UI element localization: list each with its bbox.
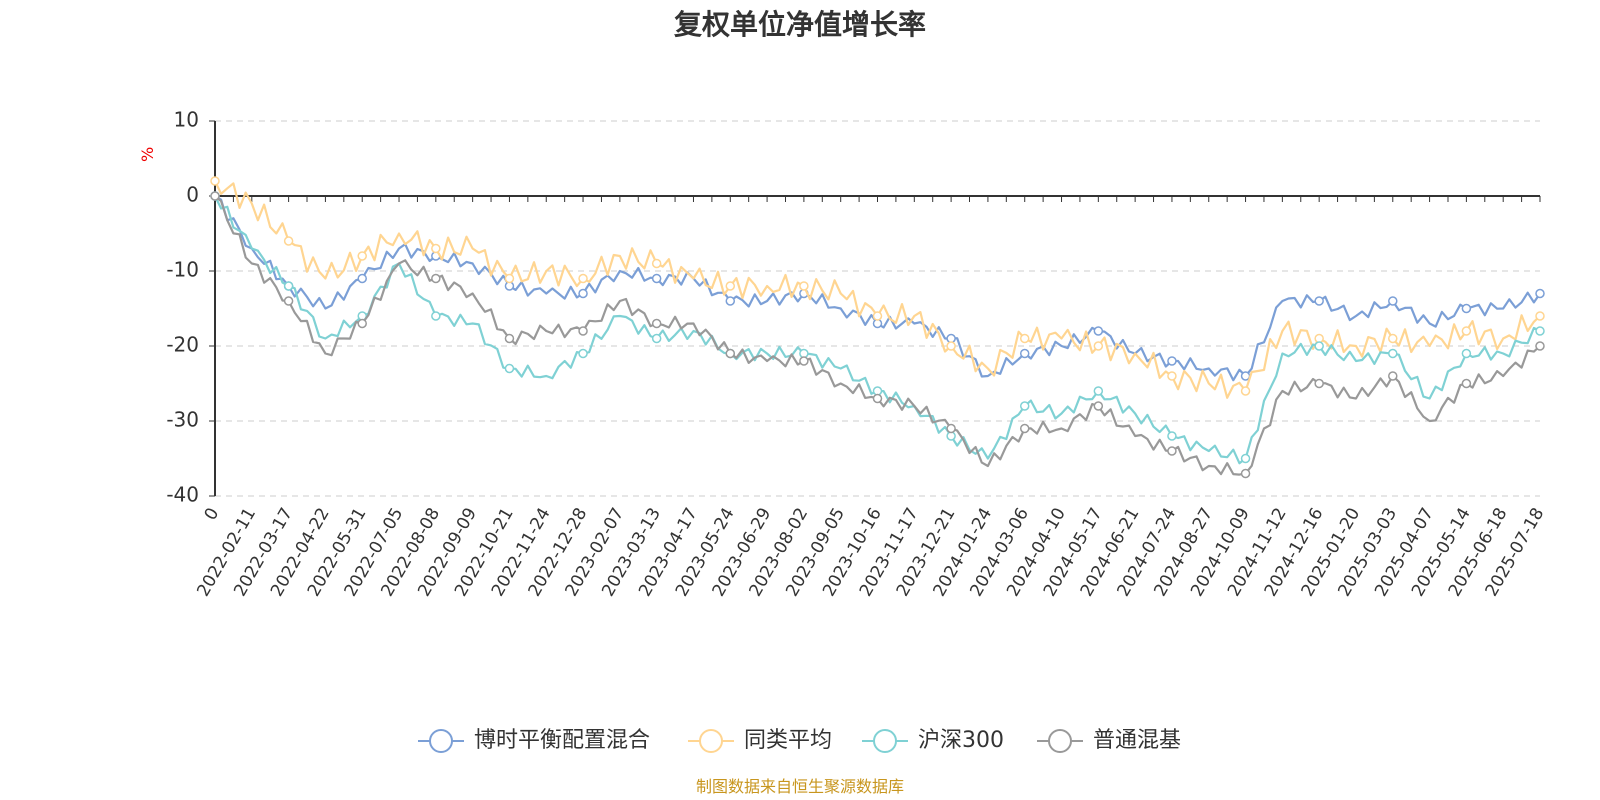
series-point [725,348,736,359]
series-point [651,273,662,284]
series-point [1388,348,1398,359]
series-point [1019,333,1030,344]
series-point [578,348,588,359]
series-point [357,318,367,329]
series-point [872,311,883,321]
series-point [578,273,588,284]
series-1 [210,176,1545,399]
series-point [357,273,367,284]
series-point [1093,401,1104,411]
series-point [799,356,809,366]
series-point [1167,371,1177,381]
series-point [1093,341,1104,351]
series-point [578,326,588,336]
series-point [1461,326,1472,336]
y-tick-label: 10 [174,108,199,132]
series-point [1314,378,1324,389]
series-point [1019,423,1030,434]
series-point [1535,288,1545,299]
series-point [1461,303,1472,314]
axes [214,121,1541,496]
series-point [651,318,662,329]
series-point [1314,341,1324,351]
series-point [357,251,367,261]
series-point [504,273,515,284]
series-point [1093,326,1104,336]
series-point [504,363,515,374]
series-point [725,281,736,291]
series-point [1461,378,1472,389]
series-point [283,236,294,246]
legend-marker [699,729,723,753]
series-point [431,311,441,321]
series-point [651,333,662,344]
legend-item-2[interactable]: 沪深300 [862,728,1004,753]
legend-label: 普通混基 [1093,728,1181,753]
legend-marker [1048,729,1072,753]
series-point [1019,348,1030,359]
series-point [946,423,956,434]
series-point [799,281,809,291]
series-point [504,333,515,344]
series-point [1240,386,1251,396]
x-tick-label: 0 [201,505,224,524]
series-point [1167,431,1177,441]
series-point [1240,468,1251,479]
series-point [1240,453,1251,464]
legend-label: 博时平衡配置混合 [474,728,650,753]
legend-label: 同类平均 [744,728,832,753]
legend-marker [429,729,453,753]
series-point [1019,401,1030,411]
series-point [725,296,736,306]
series-point [1240,371,1251,381]
legend-item-1[interactable]: 同类平均 [688,728,832,753]
series-point [210,191,220,201]
y-tick-label: -30 [166,408,199,432]
series-point [431,243,441,254]
series-point [210,176,220,186]
source-note: 制图数据来自恒生聚源数据库 [696,777,904,796]
x-axis-labels: 02022-02-112022-03-172022-04-222022-05-3… [193,505,1548,601]
series-point [1535,311,1545,321]
legend-label: 沪深300 [918,728,1004,753]
y-tick-label: -10 [166,258,199,282]
y-tick-label: -20 [166,333,199,357]
series-point [1388,371,1398,381]
legend-item-3[interactable]: 普通混基 [1037,728,1181,753]
series-point [1314,296,1324,306]
series-point [283,281,294,291]
series-lines [210,176,1545,479]
series-point [651,258,662,269]
chart-title: 复权单位净值增长率 [674,8,926,41]
series-point [431,273,441,284]
y-tick-label: -40 [166,483,199,507]
grid-lines [215,120,1540,497]
series-point [578,288,588,299]
series-point [1167,446,1177,456]
series-point [1388,333,1398,344]
y-axis-labels: 10 0 -10 -20 -30 -40 [166,108,215,507]
series-line [214,195,1541,382]
series-point [1388,296,1398,306]
y-axis-unit: % [138,147,157,162]
series-point [946,341,956,351]
series-point [872,393,883,404]
legend[interactable]: 博时平衡配置混合 同类平均 沪深300 普通混基 [418,728,1181,753]
series-point [1167,356,1177,366]
series-point [1535,341,1545,351]
series-point [1461,348,1472,359]
legend-marker [873,729,897,753]
series-point [283,296,294,306]
series-3 [210,191,1545,479]
series-point [1093,386,1104,396]
series-point [1535,326,1545,336]
legend-item-0[interactable]: 博时平衡配置混合 [418,728,650,753]
series-line [214,180,1541,399]
y-tick-label: 0 [186,183,199,207]
